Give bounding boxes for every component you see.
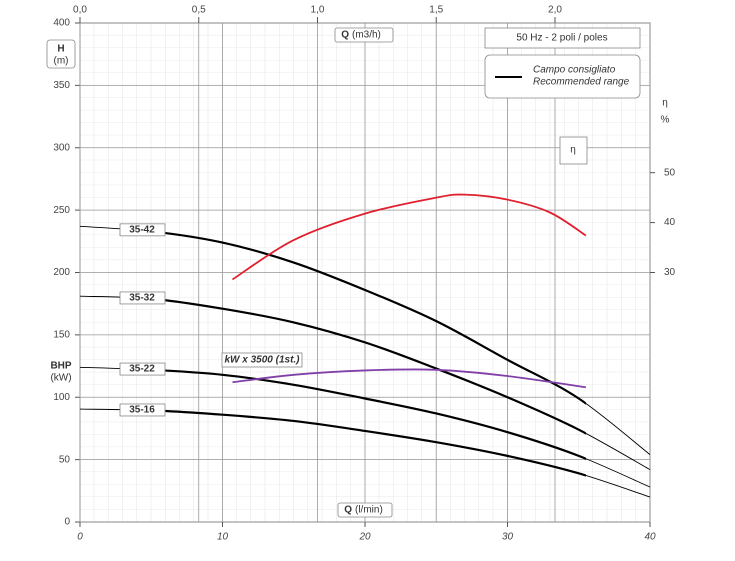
y3-axis-unit: (kW) bbox=[50, 373, 71, 384]
pump-curve-recommended bbox=[165, 369, 586, 460]
x-axis-unit: (l/min) bbox=[355, 505, 383, 516]
series-label-box bbox=[119, 223, 166, 237]
x2-tick-label: 0,0 bbox=[73, 5, 87, 16]
series-label: 35-32 bbox=[129, 293, 155, 304]
power-curve bbox=[232, 368, 587, 389]
x-tick-label: 40 bbox=[644, 532, 656, 543]
chart-title: 50 Hz - 2 poli / poles bbox=[516, 33, 607, 44]
y-tick-label: 300 bbox=[53, 142, 70, 153]
y-tick-label: 100 bbox=[53, 392, 70, 403]
title-box bbox=[484, 27, 641, 49]
y-tick-label: 400 bbox=[53, 18, 70, 29]
series-label: 35-16 bbox=[129, 405, 155, 416]
series-label: 35-42 bbox=[129, 224, 155, 235]
x-tick-label: 30 bbox=[502, 532, 514, 543]
pump-curve-recommended bbox=[165, 409, 586, 477]
x2-tick-label: 2,0 bbox=[548, 5, 562, 16]
efficiency-curve bbox=[231, 193, 587, 281]
y-tick-label: 150 bbox=[53, 330, 70, 341]
x-axis-title: Q bbox=[344, 505, 352, 516]
y2-tick-label: 40 bbox=[664, 217, 676, 228]
series-label: kW x 3500 (1st.) bbox=[224, 355, 300, 366]
y2-axis-unit: % bbox=[661, 115, 670, 126]
axis-title-box bbox=[337, 502, 393, 518]
legend-box bbox=[484, 54, 641, 99]
x2-axis-unit: (m3/h) bbox=[352, 30, 381, 41]
series-label: η bbox=[570, 145, 576, 156]
legend-label: Recommended range bbox=[533, 77, 630, 88]
x2-tick-label: 1,0 bbox=[311, 5, 325, 16]
x-tick-label: 0 bbox=[77, 532, 83, 543]
y2-tick-label: 50 bbox=[664, 167, 676, 178]
x2-tick-label: 1,5 bbox=[429, 5, 443, 16]
y-tick-label: 350 bbox=[53, 80, 70, 91]
x-tick-label: 10 bbox=[217, 532, 229, 543]
y2-tick-label: 30 bbox=[664, 267, 676, 278]
y-axis-unit: (m) bbox=[54, 56, 69, 67]
series-label: 35-22 bbox=[129, 364, 155, 375]
series-label-box bbox=[119, 362, 166, 376]
series-label-box bbox=[559, 136, 588, 165]
y-tick-label: 250 bbox=[53, 205, 70, 216]
axis-title-box bbox=[46, 39, 76, 69]
y-tick-label: 50 bbox=[59, 454, 71, 465]
series-label-box bbox=[221, 352, 303, 368]
series-label-box bbox=[119, 403, 166, 417]
series-label-box bbox=[119, 291, 166, 305]
y2-axis-title: η bbox=[662, 98, 668, 109]
x-tick-label: 20 bbox=[358, 532, 371, 543]
pump-curve-recommended bbox=[165, 299, 586, 435]
x2-axis-title: Q bbox=[341, 30, 349, 41]
y3-axis-title: BHP bbox=[50, 361, 71, 372]
pump-curve-recommended bbox=[165, 231, 586, 405]
y-tick-label: 0 bbox=[64, 517, 70, 528]
y-tick-label: 200 bbox=[53, 267, 70, 278]
axis-title-box bbox=[334, 27, 394, 43]
y-axis-title: H bbox=[57, 44, 64, 55]
legend-label: Campo consigliato bbox=[533, 65, 616, 76]
x2-tick-label: 0,5 bbox=[192, 5, 206, 16]
